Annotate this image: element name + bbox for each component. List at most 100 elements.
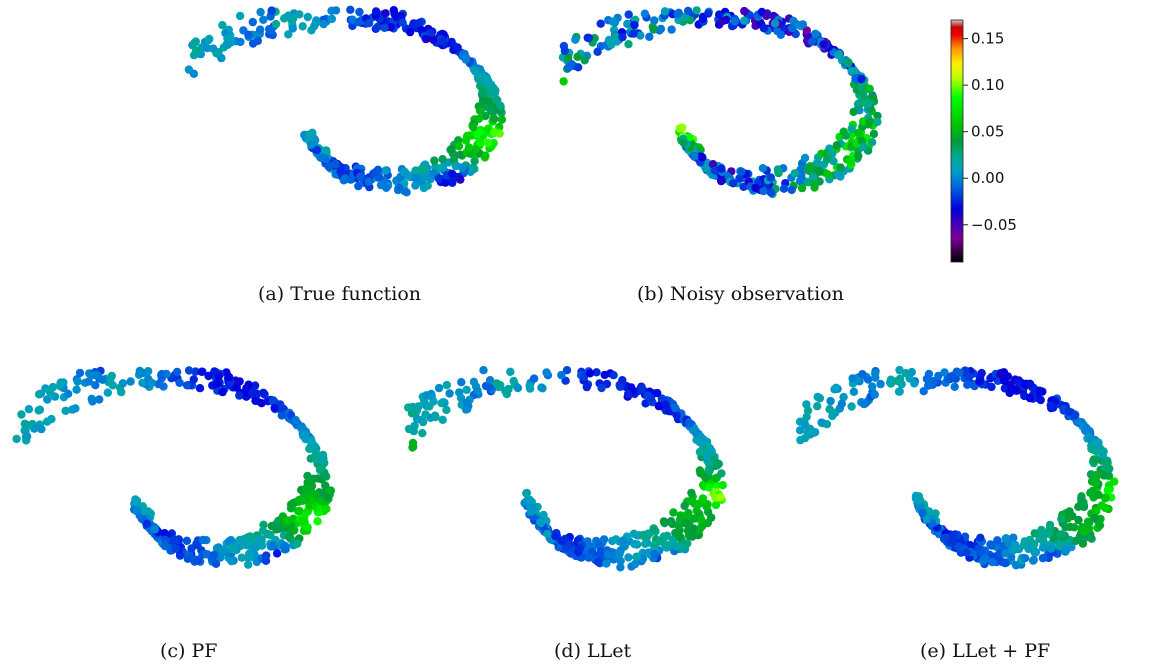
- scatter-point: [1094, 490, 1103, 500]
- caption-c: (c) PF: [160, 640, 218, 662]
- scatter-point: [656, 24, 666, 34]
- scatter-point: [687, 488, 696, 498]
- scatter-point: [92, 371, 102, 380]
- scatter-point: [356, 172, 365, 181]
- scatter-point: [560, 46, 570, 56]
- scatter-point: [863, 375, 873, 384]
- scatter-point: [618, 376, 627, 385]
- scatter-point: [256, 7, 265, 17]
- scatter-point: [75, 368, 85, 378]
- scatter-point: [751, 183, 760, 193]
- scatter-point: [612, 37, 621, 46]
- scatter-point: [895, 387, 904, 396]
- scatter-point: [307, 26, 316, 35]
- scatter-point: [457, 378, 466, 387]
- scatter-point: [224, 372, 234, 382]
- scatter-point: [319, 19, 328, 29]
- scatter-point: [95, 395, 104, 404]
- scatter-point: [847, 66, 856, 76]
- scatter-point: [42, 417, 52, 426]
- scatter-point: [819, 40, 828, 49]
- scatter-point: [868, 93, 878, 102]
- scatter-point: [829, 157, 838, 166]
- caption-b: (b) Noisy observation: [637, 283, 844, 305]
- scatter-point: [324, 162, 334, 172]
- scatter-point: [280, 541, 289, 551]
- scatter-point: [411, 181, 420, 190]
- scatter-point: [131, 496, 140, 506]
- scatter-point: [322, 504, 331, 514]
- scatter-point: [212, 379, 221, 388]
- scatter-point: [442, 380, 451, 390]
- scatter-point: [815, 393, 824, 403]
- scatter-point: [187, 544, 196, 553]
- scatter-point: [1065, 507, 1074, 516]
- scatter-point: [950, 382, 959, 391]
- scatter-point: [564, 53, 573, 63]
- scatter-point: [1087, 534, 1096, 543]
- scatter-point: [422, 391, 431, 400]
- scatter-point: [797, 183, 807, 193]
- scatter-point: [813, 402, 822, 411]
- scatter-point: [817, 149, 826, 158]
- scatter-point: [854, 128, 863, 137]
- scatter-point: [434, 383, 444, 393]
- scatter-point: [189, 39, 199, 48]
- scatter-point: [473, 386, 482, 395]
- scatter-point: [311, 490, 320, 499]
- scatter-e: [795, 365, 1119, 570]
- scatter-point: [1031, 547, 1041, 557]
- scatter-point: [575, 544, 585, 553]
- colorbar-svg: 0.15 0.10 0.05 0.00 −0.05: [950, 19, 1017, 263]
- scatter-point: [259, 15, 268, 24]
- scatter-point: [218, 387, 227, 397]
- scatter-point: [457, 163, 467, 172]
- scatter-point: [1035, 386, 1044, 395]
- scatter-point: [762, 11, 771, 21]
- scatter-point: [369, 169, 378, 178]
- scatter-point: [858, 370, 867, 379]
- scatter-point: [525, 495, 534, 504]
- scatter-point: [34, 390, 44, 399]
- scatter-point: [919, 387, 928, 396]
- scatter-point: [690, 152, 699, 161]
- scatter-point: [318, 456, 327, 465]
- scatter-point: [955, 368, 964, 377]
- scatter-point: [811, 428, 820, 437]
- scatter-point: [1078, 539, 1088, 548]
- scatter-point: [669, 508, 678, 517]
- scatter-point: [150, 525, 160, 534]
- scatter-point: [327, 14, 337, 24]
- panel-a: [180, 5, 560, 245]
- scatter-point: [913, 496, 922, 505]
- scatter-point: [831, 383, 841, 392]
- scatter-point: [456, 393, 466, 403]
- scatter-point: [313, 517, 322, 526]
- scatter-point: [573, 52, 582, 61]
- scatter-point: [675, 533, 684, 542]
- scatter-point: [910, 379, 919, 388]
- scatter-point: [693, 500, 702, 509]
- scatter-point: [23, 432, 32, 441]
- scatter-point: [17, 410, 26, 419]
- scatter-point: [716, 493, 725, 502]
- scatter-point: [543, 529, 552, 538]
- scatter-point: [270, 403, 279, 413]
- scatter-point: [689, 524, 698, 533]
- scatter-point: [654, 401, 663, 411]
- scatter-point: [527, 507, 536, 516]
- scatter-point: [429, 35, 438, 44]
- scatter-point: [767, 188, 776, 197]
- scatter-point: [963, 380, 972, 389]
- scatter-point: [629, 29, 638, 38]
- scatter-point: [1071, 536, 1080, 546]
- scatter-point: [1097, 501, 1106, 510]
- scatter-point: [826, 396, 835, 406]
- scatter-point: [1030, 529, 1039, 538]
- scatter-point: [695, 466, 705, 475]
- scatter-point: [402, 188, 411, 197]
- scatter-point: [22, 420, 31, 429]
- scatter-point: [672, 410, 681, 420]
- scatter-point: [408, 438, 418, 448]
- scatter-point: [218, 21, 227, 30]
